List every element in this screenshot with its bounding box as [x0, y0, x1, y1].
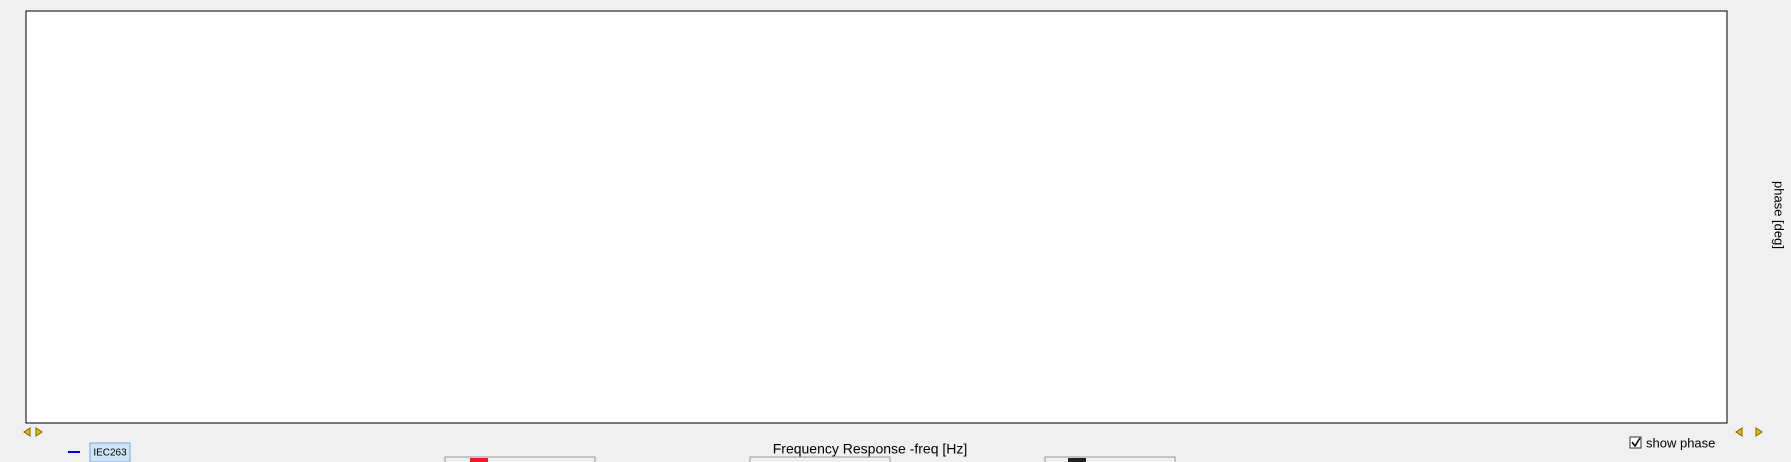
panel	[444, 456, 596, 462]
checkbox-label[interactable]: show phase	[1646, 435, 1715, 450]
y2-axis-label: phase [deg]	[1772, 181, 1787, 249]
panel	[749, 456, 891, 462]
checkbox[interactable]	[1629, 436, 1642, 449]
scroll-arrows[interactable]	[23, 427, 1763, 437]
legend-box[interactable]	[89, 442, 131, 462]
swatch	[470, 458, 488, 462]
panel	[1044, 456, 1176, 462]
legend-label: IEC263	[93, 448, 127, 459]
swatch	[1068, 458, 1086, 462]
x-axis-label: Frequency Response -freq [Hz]	[773, 441, 968, 457]
plot-area	[25, 10, 1728, 424]
checkmark	[1631, 437, 1641, 448]
